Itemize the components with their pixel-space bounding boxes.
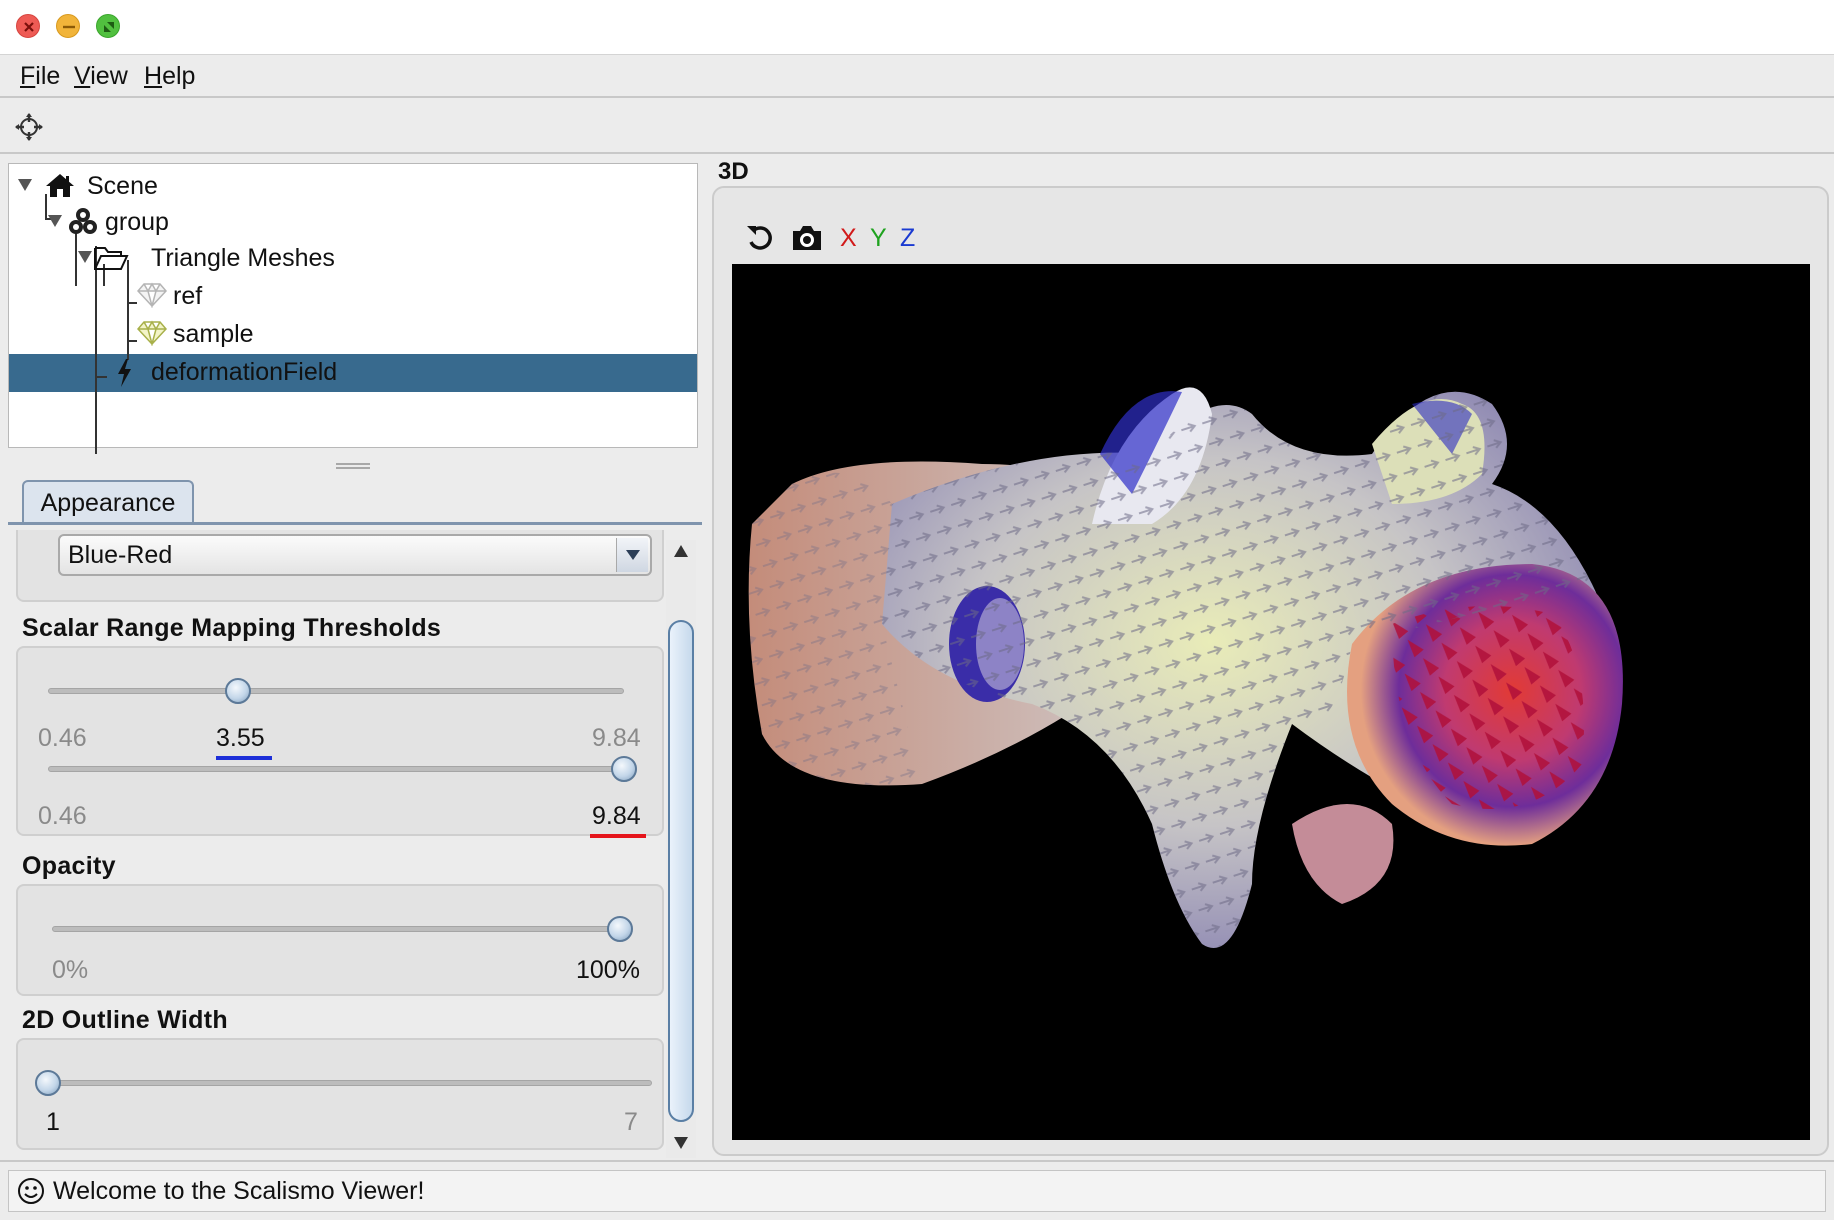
tree-connector bbox=[127, 260, 129, 360]
menu-file[interactable]: File bbox=[20, 62, 60, 91]
outline-width-title: 2D Outline Width bbox=[22, 1006, 228, 1034]
tree-connector bbox=[95, 376, 107, 378]
chevron-down-icon bbox=[626, 550, 640, 560]
mesh-diamond-icon bbox=[137, 320, 167, 346]
upper-threshold-track[interactable] bbox=[48, 766, 624, 772]
status-bar: Welcome to the Scalismo Viewer! bbox=[0, 1160, 1834, 1220]
view-z-axis-button[interactable]: Z bbox=[900, 224, 916, 252]
expand-arrow-icon[interactable] bbox=[77, 250, 93, 264]
home-icon bbox=[46, 174, 74, 197]
open-folder-icon bbox=[94, 247, 129, 270]
status-message-box: Welcome to the Scalismo Viewer! bbox=[8, 1170, 1826, 1212]
window-title-bar bbox=[0, 0, 1834, 55]
menu-file-label: ile bbox=[35, 62, 61, 90]
deformation-field-render bbox=[748, 387, 1623, 948]
minimize-icon bbox=[63, 25, 75, 29]
tree-node-group[interactable]: group bbox=[47, 204, 347, 240]
expand-arrow-icon[interactable] bbox=[47, 214, 63, 228]
tree-connector bbox=[45, 194, 47, 220]
lower-threshold-value: 3.55 bbox=[216, 724, 265, 752]
minimize-window-button[interactable] bbox=[56, 14, 80, 38]
scroll-up-arrow-icon[interactable] bbox=[673, 544, 689, 558]
menu-view-mnemonic: V bbox=[74, 62, 91, 90]
appearance-scrollbar[interactable] bbox=[666, 540, 696, 1158]
menu-view[interactable]: View bbox=[74, 62, 128, 91]
zoom-window-button[interactable] bbox=[96, 14, 120, 38]
lower-threshold-max: 9.84 bbox=[592, 724, 641, 752]
menu-help-mnemonic: H bbox=[144, 62, 163, 90]
tree-connector bbox=[75, 230, 77, 286]
expand-arrow-icon[interactable] bbox=[17, 178, 33, 192]
tree-node-deformation-field[interactable]: deformationField bbox=[107, 354, 507, 390]
view-x-axis-button[interactable]: X bbox=[840, 224, 857, 252]
outline-width-min: 1 bbox=[46, 1108, 60, 1136]
view-y-axis-button[interactable]: Y bbox=[870, 224, 887, 252]
group-icon bbox=[69, 208, 97, 234]
opacity-min: 0% bbox=[52, 956, 89, 984]
split-pane-divider[interactable] bbox=[336, 463, 370, 469]
dropdown-button[interactable] bbox=[616, 538, 648, 572]
opacity-group: 0% 100% bbox=[16, 884, 664, 996]
colormap-select[interactable]: Blue-Red bbox=[58, 534, 652, 576]
appearance-panel: Blue-Red Scalar Range Mapping Thresholds… bbox=[8, 530, 698, 1160]
tree-label-group: group bbox=[105, 208, 169, 236]
upper-threshold-slider-thumb[interactable] bbox=[611, 756, 637, 782]
tree-connector bbox=[103, 264, 105, 286]
tree-label-triangle-meshes: Triangle Meshes bbox=[151, 244, 335, 272]
tree-label-sample: sample bbox=[173, 320, 254, 348]
menu-bar: File View Help bbox=[0, 56, 1834, 98]
upper-threshold-value: 9.84 bbox=[592, 802, 641, 830]
tab-underline bbox=[8, 522, 702, 525]
opacity-max: 100% bbox=[576, 956, 640, 984]
tree-connector bbox=[95, 246, 97, 454]
scalar-range-title: Scalar Range Mapping Thresholds bbox=[22, 614, 442, 642]
scene-tree: Scene group Triangle Meshes ref sample d… bbox=[8, 163, 698, 454]
tree-node-scene[interactable]: Scene bbox=[17, 168, 317, 204]
tree-label-ref: ref bbox=[173, 282, 203, 310]
outline-width-group: 1 7 bbox=[16, 1038, 664, 1150]
status-message: Welcome to the Scalismo Viewer! bbox=[53, 1177, 425, 1205]
mesh-diamond-icon bbox=[137, 282, 167, 308]
scrollbar-thumb[interactable] bbox=[668, 620, 694, 1122]
upper-threshold-underline bbox=[590, 834, 646, 838]
outline-width-slider-thumb[interactable] bbox=[35, 1070, 61, 1096]
menu-view-label: iew bbox=[90, 62, 128, 90]
lower-threshold-track[interactable] bbox=[48, 688, 624, 694]
toolbar bbox=[0, 100, 1834, 154]
menu-help-label: elp bbox=[162, 62, 196, 90]
colormap-group: Blue-Red bbox=[16, 530, 664, 602]
lower-threshold-min: 0.46 bbox=[38, 724, 87, 752]
tree-connector bbox=[127, 302, 137, 304]
tree-connector bbox=[127, 340, 137, 342]
center-crosshair-icon[interactable] bbox=[14, 112, 44, 142]
lightning-bolt-icon bbox=[118, 359, 131, 387]
opacity-title: Opacity bbox=[22, 852, 116, 880]
menu-file-mnemonic: F bbox=[20, 62, 36, 90]
tree-label-scene: Scene bbox=[87, 172, 158, 200]
close-window-button[interactable] bbox=[16, 14, 40, 38]
tree-label-deformation-field: deformationField bbox=[151, 358, 338, 386]
reset-view-icon[interactable] bbox=[744, 222, 776, 254]
opacity-slider-thumb[interactable] bbox=[607, 916, 633, 942]
fullscreen-icon bbox=[104, 22, 114, 32]
camera-icon[interactable] bbox=[790, 224, 824, 252]
tree-node-ref[interactable]: ref bbox=[137, 278, 337, 314]
close-icon bbox=[24, 22, 34, 32]
outline-width-max: 7 bbox=[624, 1108, 638, 1136]
upper-threshold-min: 0.46 bbox=[38, 802, 87, 830]
scalar-range-group: 0.46 3.55 9.84 0.46 9.84 bbox=[16, 646, 664, 838]
smiley-icon bbox=[18, 1178, 44, 1204]
scroll-down-arrow-icon[interactable] bbox=[673, 1136, 689, 1150]
tree-node-triangle-meshes[interactable]: Triangle Meshes bbox=[77, 240, 417, 276]
lower-threshold-slider-thumb[interactable] bbox=[224, 678, 251, 704]
opacity-track[interactable] bbox=[52, 926, 620, 932]
lower-threshold-underline bbox=[216, 756, 272, 760]
tree-node-sample[interactable]: sample bbox=[137, 316, 337, 352]
tab-appearance[interactable]: Appearance bbox=[22, 480, 194, 524]
colormap-selected-value: Blue-Red bbox=[68, 541, 173, 569]
menu-help[interactable]: Help bbox=[144, 62, 195, 91]
view-3d-title: 3D bbox=[718, 158, 749, 185]
render-canvas-3d[interactable] bbox=[732, 264, 1810, 1140]
outline-width-track[interactable] bbox=[48, 1080, 652, 1086]
